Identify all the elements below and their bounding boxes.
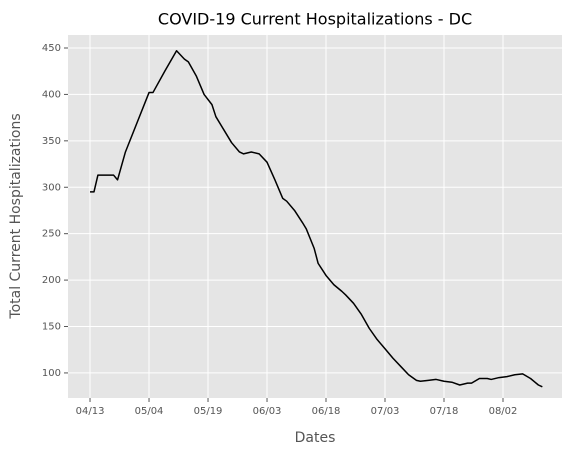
- x-tick-label: 08/02: [489, 406, 518, 417]
- y-tick-label: 200: [42, 275, 61, 286]
- line-series: [90, 50, 543, 388]
- x-tick-label: 04/13: [76, 406, 105, 417]
- y-tick-label: 300: [42, 182, 61, 193]
- plot-area: [68, 35, 562, 398]
- y-tick-label: 150: [42, 322, 61, 333]
- y-tick-label: 450: [42, 43, 61, 54]
- y-tick-label: 250: [42, 229, 61, 240]
- y-tick-label: 350: [42, 136, 61, 147]
- x-tick-label: 05/19: [194, 406, 223, 417]
- x-tick-label: 07/03: [371, 406, 400, 417]
- x-axis-label: Dates: [295, 430, 336, 446]
- y-axis-label: Total Current Hospitalizations: [8, 113, 24, 319]
- x-tick-label: 07/18: [430, 406, 459, 417]
- y-tick-label: 100: [42, 368, 61, 379]
- y-tick-label: 400: [42, 89, 61, 100]
- x-tick-label: 06/03: [253, 406, 282, 417]
- x-tick-label: 06/18: [312, 406, 341, 417]
- chart-title: COVID-19 Current Hospitalizations - DC: [158, 10, 472, 29]
- x-tick-label: 05/04: [135, 406, 164, 417]
